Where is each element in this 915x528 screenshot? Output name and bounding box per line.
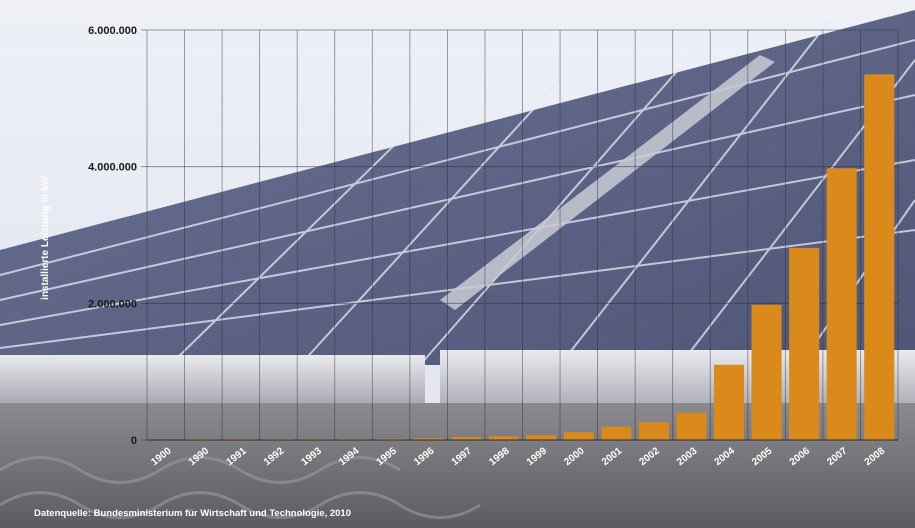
bar-2000 <box>563 432 594 440</box>
bar-1998 <box>488 436 519 440</box>
x-tick-label: 1994 <box>337 445 362 468</box>
bar-2007 <box>826 168 857 440</box>
bars <box>188 74 895 441</box>
x-axis: 1900 1990 1991 1992 1993 1994 1995 1996 1997 1998… <box>147 439 898 468</box>
bar-2002 <box>638 422 669 440</box>
x-tick-label: 1999 <box>525 445 550 468</box>
x-tick-label: 1995 <box>375 445 400 468</box>
x-tick-label: 2005 <box>750 445 775 468</box>
x-tick-label: 1991 <box>224 445 249 468</box>
bar-2005 <box>751 304 782 440</box>
bar-2003 <box>676 412 707 440</box>
y-axis: 0 2.000.000 4.000.000 6.000.000 <box>88 25 137 447</box>
x-tick-label: 1993 <box>300 445 325 468</box>
x-tick-label: 1998 <box>487 445 512 468</box>
bar-2004 <box>714 364 745 440</box>
x-tick-label: 2000 <box>562 445 587 468</box>
x-tick-label: 1997 <box>450 445 475 468</box>
x-tick-label: 2008 <box>863 445 888 468</box>
x-tick-label: 1996 <box>412 445 437 468</box>
y-tick-label: 2.000.000 <box>88 298 137 310</box>
bar-1995 <box>376 438 407 440</box>
x-tick-label: 1990 <box>187 445 212 468</box>
x-tick-label: 2003 <box>675 445 700 468</box>
grid-lines <box>141 29 899 441</box>
bar-2008 <box>864 74 895 441</box>
x-tick-label: 2007 <box>825 445 850 468</box>
x-tick-label: 2002 <box>637 445 662 468</box>
y-tick-label: 6.000.000 <box>88 25 137 37</box>
x-tick-label: 1900 <box>149 445 174 468</box>
x-tick-label: 1992 <box>262 445 287 468</box>
bar-1997 <box>451 437 482 440</box>
bar-2006 <box>789 247 820 440</box>
data-source-note: Datenquelle: Bundesministerium für Wirts… <box>34 508 351 519</box>
bar-1999 <box>526 435 557 440</box>
x-tick-label: 2001 <box>600 445 625 468</box>
x-tick-label: 2006 <box>788 445 813 468</box>
y-tick-label: 4.000.000 <box>88 162 137 174</box>
y-axis-label: installierte Leistung in kW <box>40 175 51 299</box>
y-tick-label: 0 <box>131 435 137 447</box>
bar-2001 <box>601 426 632 440</box>
bar-1996 <box>413 438 444 440</box>
x-tick-label: 2004 <box>713 445 738 468</box>
